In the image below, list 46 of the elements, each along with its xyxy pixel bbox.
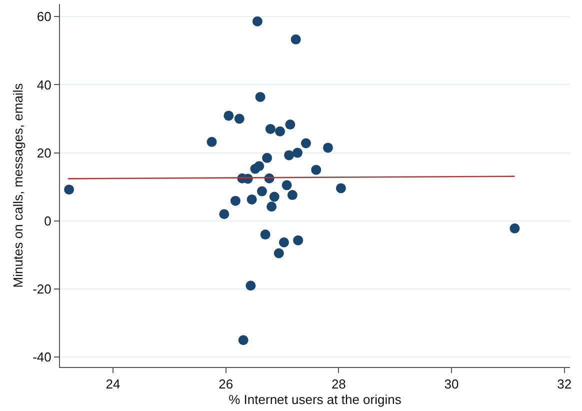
point bbox=[254, 161, 264, 172]
point bbox=[311, 164, 322, 175]
point bbox=[510, 223, 520, 234]
y-tick-label: 40 bbox=[36, 77, 52, 92]
x-tick-label: 28 bbox=[331, 376, 346, 392]
point bbox=[336, 183, 346, 194]
point bbox=[266, 202, 277, 212]
point bbox=[252, 16, 262, 26]
point bbox=[265, 124, 276, 134]
point bbox=[290, 34, 301, 44]
y-tick-label: -20 bbox=[32, 282, 52, 297]
point bbox=[246, 280, 256, 291]
point bbox=[300, 138, 311, 148]
point bbox=[260, 230, 270, 240]
point bbox=[275, 126, 286, 136]
point bbox=[322, 142, 333, 153]
point bbox=[64, 184, 74, 195]
point bbox=[206, 136, 217, 147]
point bbox=[287, 190, 298, 200]
y-tick-label: 60 bbox=[36, 9, 52, 24]
y-axis-title: Minutes on calls, messages, emails bbox=[10, 82, 26, 288]
point bbox=[278, 237, 289, 248]
point bbox=[256, 186, 267, 196]
point bbox=[234, 114, 244, 124]
point bbox=[255, 92, 266, 102]
point bbox=[282, 180, 292, 190]
point bbox=[293, 235, 304, 246]
point bbox=[292, 148, 303, 158]
point bbox=[284, 150, 294, 160]
x-tick-label: 30 bbox=[444, 376, 459, 392]
y-tick-label: 20 bbox=[36, 145, 52, 160]
point bbox=[230, 196, 240, 206]
x-tick-label: 32 bbox=[557, 376, 572, 392]
point bbox=[238, 335, 248, 346]
y-tick-label: -40 bbox=[32, 350, 52, 365]
point bbox=[262, 152, 272, 163]
point bbox=[246, 194, 257, 204]
x-tick-label: 26 bbox=[218, 376, 234, 392]
point bbox=[269, 192, 280, 202]
point bbox=[285, 120, 296, 130]
x-axis-title: % Internet users at the origins bbox=[228, 392, 402, 408]
y-tick-label: 0 bbox=[44, 213, 52, 228]
point bbox=[224, 110, 234, 121]
x-tick-label: 24 bbox=[106, 376, 120, 392]
point bbox=[274, 248, 284, 258]
point bbox=[219, 209, 230, 220]
